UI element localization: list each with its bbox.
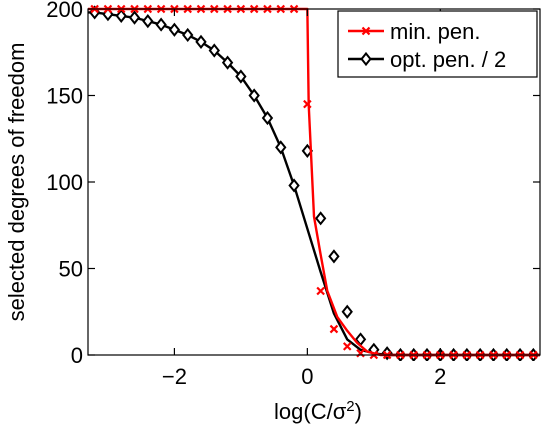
x-axis-label-sup: 2 [346,398,354,415]
x-tick-label-2: 2 [434,364,446,389]
legend-label-0: min. pen. [390,19,481,44]
y-axis-label: selected degrees of freedom [4,43,29,322]
y-tick-label-3: 150 [46,84,83,109]
series-1-point-13 [261,110,274,126]
legend-marker-0 [361,26,371,36]
legend: min. pen. opt. pen. / 2 [337,10,538,78]
series-1-point-9 [208,43,220,58]
series-group [88,4,540,361]
series-0-point-16 [303,99,312,109]
series-1-point-7 [182,27,194,43]
x-axis-label: log(C/σ2) [274,398,362,425]
y-tick-label-0: 0 [71,343,83,368]
legend-label-1: opt. pen. / 2 [390,47,506,72]
series-1-point-8 [195,34,207,49]
series-1-point-6 [168,22,181,37]
series-1-point-3 [128,10,141,25]
x-axis-label-suffix: ) [355,399,362,424]
series-1-point-12 [248,88,260,103]
legend-box [337,10,538,78]
axes: −2 0 2 0 50 100 150 200 [46,0,541,389]
y-tick-label-4: 200 [46,0,83,22]
series-1-point-19 [341,304,353,319]
series-1-point-2 [115,8,127,24]
legend-entry-0: min. pen. [348,19,481,44]
series-1-point-4 [142,14,154,29]
series-1-point-18 [328,249,340,264]
series-0-point-19 [342,342,352,351]
y-tick-label-1: 50 [59,257,83,282]
series-1-point-11 [235,69,247,84]
series-0-point-18 [329,324,339,334]
y-tick-label-2: 100 [46,170,83,195]
series-1-point-17 [314,211,327,226]
plot-area [88,4,540,361]
series-1-point-10 [221,55,234,70]
legend-entry-1: opt. pen. / 2 [348,47,506,72]
x-tick-label-0: −2 [162,364,187,389]
series-0-point-17 [316,286,325,296]
series-0-point-20 [356,348,365,358]
x-axis-label-prefix: log(C/σ [274,399,347,424]
x-tick-label-1: 0 [301,364,313,389]
legend-marker-1 [360,51,372,67]
series-1-point-15 [288,178,300,193]
series-1-point-14 [275,140,287,155]
series-1-point-5 [155,17,167,32]
